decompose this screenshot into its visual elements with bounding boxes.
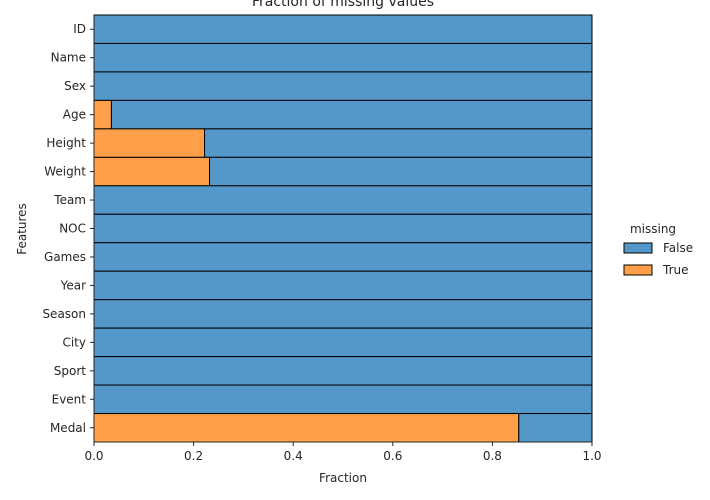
bar-height-true xyxy=(93,128,206,158)
x-tick-label: 0.0 xyxy=(84,449,103,463)
bar-team-false xyxy=(93,185,593,215)
y-axis: ID Name Sex Age Height Weight Team NOC Games Year… xyxy=(42,15,95,442)
bar-city-false xyxy=(93,327,593,358)
legend-label-false: False xyxy=(663,241,693,255)
bar-age-true xyxy=(93,99,112,130)
y-tick-label-season: Season xyxy=(42,307,86,321)
y-tick-label-medal: Medal xyxy=(50,421,86,435)
y-tick-label-sex: Sex xyxy=(64,79,86,93)
y-tick-label-name: Name xyxy=(51,51,86,65)
y-tick-label-games: Games xyxy=(44,250,86,264)
bar-games-false xyxy=(93,242,593,272)
bar-medal-true xyxy=(93,413,520,443)
x-tick-label: 1.0 xyxy=(582,449,601,463)
bar-sex-false xyxy=(93,71,593,101)
bar-name-false xyxy=(93,42,593,73)
y-tick-label-id: ID xyxy=(73,22,86,36)
legend-swatch-true xyxy=(623,264,653,276)
bar-id-false xyxy=(93,14,593,44)
legend-title: missing xyxy=(630,222,676,236)
y-tick-label-year: Year xyxy=(60,278,86,292)
y-tick-label-event: Event xyxy=(52,392,87,406)
bars-layer xyxy=(93,14,593,443)
y-tick-label-noc: NOC xyxy=(59,222,86,236)
y-tick-label-team: Team xyxy=(53,193,86,207)
bar-season-false xyxy=(93,299,593,329)
y-tick-label-weight: Weight xyxy=(44,165,86,179)
bar-noc-false xyxy=(93,213,593,244)
legend-swatch-false xyxy=(623,242,653,254)
y-axis-label: Features xyxy=(15,203,29,255)
y-tick-label-age: Age xyxy=(63,108,86,122)
x-tick-label: 0.6 xyxy=(383,449,402,463)
x-axis-label: Fraction xyxy=(319,471,367,485)
x-tick-label: 0.4 xyxy=(284,449,303,463)
bar-sport-false xyxy=(93,356,593,386)
y-tick-label-sport: Sport xyxy=(54,364,87,378)
bar-weight-false xyxy=(209,156,593,187)
bar-medal-false xyxy=(518,413,593,443)
x-tick-label: 0.8 xyxy=(483,449,502,463)
bar-year-false xyxy=(93,270,593,301)
legend: missing False True xyxy=(623,222,693,277)
x-axis: 0.0 0.2 0.4 0.6 0.8 1.0 xyxy=(84,441,602,463)
bar-age-false xyxy=(110,99,593,130)
bar-weight-true xyxy=(93,156,211,187)
legend-label-true: True xyxy=(662,263,689,277)
y-tick-label-city: City xyxy=(62,335,86,349)
bar-height-false xyxy=(204,128,593,158)
chart-title: Fraction of missing values xyxy=(252,0,434,10)
bar-event-false xyxy=(93,384,593,415)
y-tick-label-height: Height xyxy=(46,136,86,150)
x-tick-label: 0.2 xyxy=(184,449,203,463)
